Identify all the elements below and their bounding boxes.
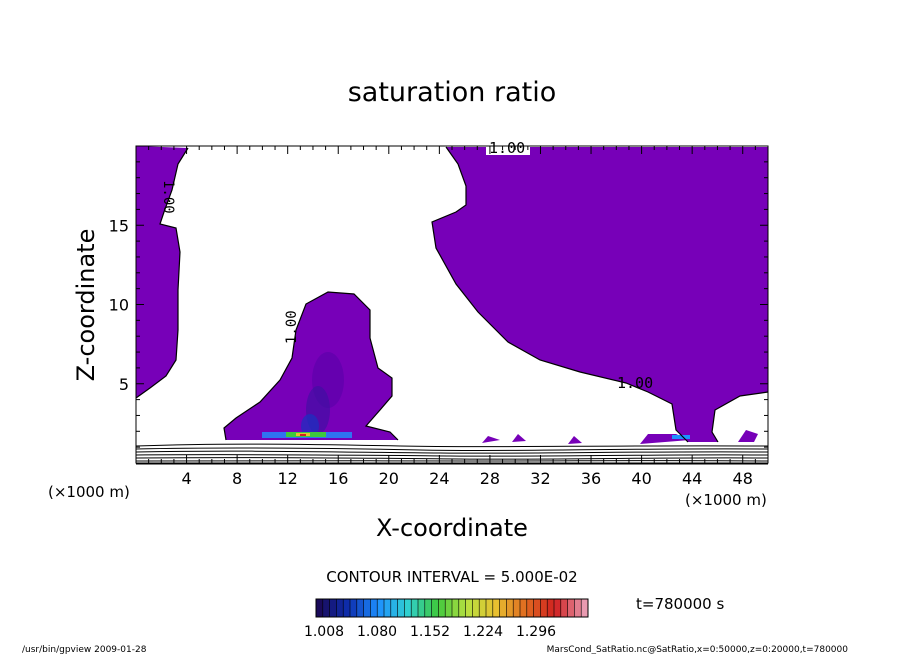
colorbar-cell (486, 599, 494, 617)
x-tick-label: 16 (328, 469, 348, 488)
colorbar-cell (411, 599, 419, 617)
x-unit-left: (×1000 m) (48, 483, 130, 501)
plot-area: 1.00 1.00 1.00 1.00 4 8 12 16 20 24 28 32 36 40 44… (109, 139, 769, 488)
contour-label: 1.00 (489, 139, 525, 157)
contour-interval: CONTOUR INTERVAL = 5.000E-02 (326, 568, 577, 586)
colorbar-cell (445, 599, 453, 617)
colorbar-cell (554, 599, 562, 617)
contour-label: 1.00 (617, 374, 653, 392)
x-tick-label: 8 (232, 469, 242, 488)
colorbar-cell (526, 599, 535, 617)
colorbar-tick-label: 1.152 (410, 624, 450, 640)
colorbar-cell (560, 599, 569, 617)
colorbar-cell (506, 599, 514, 617)
colorbar-cell (363, 599, 371, 617)
supersat-blob-far-right (738, 430, 758, 442)
surface-band-max (300, 434, 306, 436)
colorbar-cell (465, 599, 473, 617)
colorbar-cell (492, 599, 501, 617)
footer-left: /usr/bin/gpview 2009-01-28 (22, 645, 147, 654)
colorbar-cell (431, 599, 439, 617)
colorbar-tick-label: 1.080 (357, 624, 397, 640)
colorbar-cell (404, 599, 412, 617)
surface-contours (135, 443, 769, 465)
colorbar-tick-label: 1.008 (304, 624, 344, 640)
colorbar-cell (574, 599, 582, 617)
x-tick-label: 32 (530, 469, 550, 488)
chart-title: saturation ratio (348, 77, 557, 108)
colorbar-tick-label: 1.296 (516, 624, 556, 640)
colorbar-cell (581, 599, 589, 617)
x-tick-label: 4 (181, 469, 191, 488)
colorbar-cell (513, 599, 521, 617)
colorbar-cell (499, 599, 507, 617)
y-tick-label: 10 (109, 296, 129, 315)
supersat-blob-small-1 (482, 436, 500, 443)
colorbar-cell (336, 599, 344, 617)
x-tick-label: 20 (379, 469, 399, 488)
colorbar-cell (350, 599, 358, 617)
colorbar-cell (384, 599, 392, 617)
supersat-region-upper-right (432, 147, 768, 442)
x-tick-label: 48 (733, 469, 753, 488)
contour-label: 1.00 (284, 310, 300, 344)
colorbar-cell (377, 599, 385, 617)
x-axis-label: X-coordinate (376, 514, 528, 542)
y-tick-label: 15 (109, 216, 129, 235)
colorbar-cell (479, 599, 487, 617)
colorbar-cell (533, 599, 541, 617)
colorbar-cell (343, 599, 351, 617)
time-label: t=780000 s (636, 595, 724, 613)
colorbar-cell (540, 599, 548, 617)
colorbar-cell (424, 599, 433, 617)
colorbar-cell (567, 599, 575, 617)
colorbar-cell (472, 599, 480, 617)
y-axis-label: Z-coordinate (72, 229, 100, 382)
colorbar-cell (370, 599, 378, 617)
contour-label-bg-1 (486, 141, 530, 155)
colorbar-cell (390, 599, 399, 617)
x-tick-label: 28 (480, 469, 500, 488)
x-tick-label: 44 (682, 469, 702, 488)
colorbar-cell (520, 599, 528, 617)
footer-right: MarsCond_SatRatio.nc@SatRatio,x=0:50000,… (547, 645, 849, 654)
surface-band-right (672, 435, 690, 439)
colorbar-cell (458, 599, 467, 617)
colorbar-cell (452, 599, 460, 617)
x-tick-label: 24 (429, 469, 449, 488)
colorbar-cell (356, 599, 365, 617)
colorbar-cell (322, 599, 331, 617)
colorbar-cell (329, 599, 337, 617)
colorbar-frame (315, 598, 589, 618)
colorbar-cell (547, 599, 555, 617)
unity-contour-lines (135, 146, 769, 443)
colorbar-cell (316, 599, 324, 617)
colorbar: 1.008 1.080 1.152 1.224 1.296 (304, 598, 589, 640)
x-tick-label: 36 (581, 469, 601, 488)
contour-label: 1.00 (160, 180, 176, 214)
supersat-blob-small-2 (512, 434, 526, 442)
supersat-region-upper-left (136, 146, 188, 398)
x-tick-label: 40 (631, 469, 651, 488)
colorbar-cell (438, 599, 446, 617)
supersat-plume (224, 292, 398, 440)
colorbar-tick-label: 1.224 (463, 624, 503, 640)
supersat-blob-small-3 (568, 436, 582, 444)
colorbar-cell (397, 599, 405, 617)
x-tick-label: 12 (278, 469, 298, 488)
x-unit-right: (×1000 m) (685, 491, 767, 509)
colorbar-cell (418, 599, 426, 617)
y-tick-label: 5 (119, 375, 129, 394)
